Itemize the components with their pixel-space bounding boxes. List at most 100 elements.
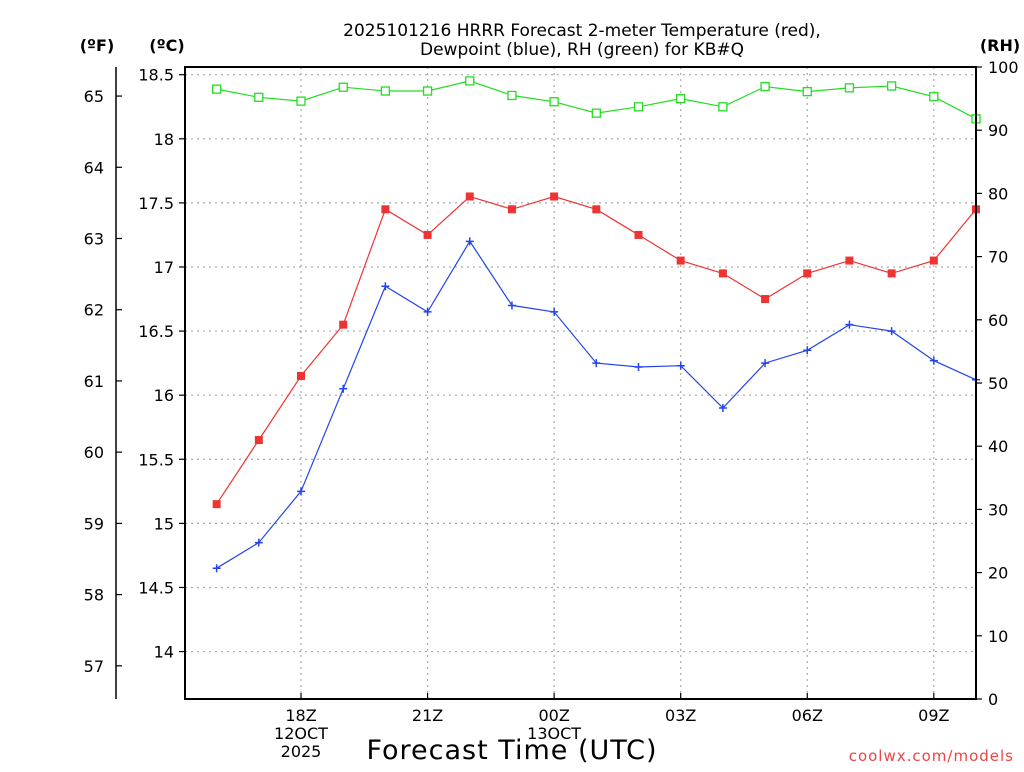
rh-unit-label: (RH) <box>980 36 1020 55</box>
fahrenheit-tick-label: 62 <box>84 301 104 320</box>
temperature-point <box>507 205 516 214</box>
temperature-point <box>929 256 938 265</box>
fahrenheit-unit-label: (ºF) <box>80 36 115 55</box>
dewpoint-point <box>254 538 263 547</box>
rh-point <box>591 108 601 118</box>
temperature-point <box>887 269 896 278</box>
fahrenheit-tick-label: 58 <box>84 586 104 605</box>
temperature-point <box>423 230 432 239</box>
rh-tick-label: 70 <box>988 248 1008 267</box>
rh-tick-label: 90 <box>988 121 1008 140</box>
x-tick-label: 12OCT <box>274 724 328 743</box>
rh-tick-label: 40 <box>988 437 1008 456</box>
x-tick-label: 21Z <box>412 706 443 725</box>
rh-tick-label: 100 <box>988 58 1019 77</box>
celsius-tick-label: 15 <box>154 514 174 533</box>
dewpoint-point <box>550 307 559 316</box>
celsius-tick-label: 14 <box>154 643 174 662</box>
dewpoint-point <box>592 359 601 368</box>
celsius-tick-label: 16.5 <box>138 322 174 341</box>
celsius-tick-label: 16 <box>154 386 174 405</box>
celsius-tick-label: 17 <box>154 258 174 277</box>
x-tick-label: 18Z <box>285 706 316 725</box>
temperature-point <box>845 256 854 265</box>
rh-tick-label: 60 <box>988 311 1008 330</box>
temperature-point <box>381 205 390 214</box>
rh-point <box>633 102 644 112</box>
rh-point <box>549 97 559 107</box>
temperature-series-line <box>216 195 977 505</box>
rh-point <box>211 84 222 94</box>
x-tick-label: 09Z <box>918 706 949 725</box>
temperature-point <box>297 371 306 380</box>
x-tick-label: 13OCT <box>527 724 581 743</box>
dewpoint-point <box>507 301 516 310</box>
rh-tick-label: 50 <box>988 374 1008 393</box>
fahrenheit-tick-label: 63 <box>84 229 104 248</box>
rh-tick-label: 20 <box>988 564 1008 583</box>
dewpoint-point <box>381 282 390 291</box>
rh-point <box>929 92 939 102</box>
fahrenheit-tick-label: 59 <box>84 514 104 533</box>
dewpoint-point <box>718 403 727 412</box>
fahrenheit-tick-label: 57 <box>84 657 104 676</box>
dewpoint-point <box>676 361 685 370</box>
celsius-unit-label: (ºC) <box>149 36 184 55</box>
x-tick-label: 00Z <box>538 706 569 725</box>
rh-point <box>296 96 306 106</box>
rh-tick-label: 0 <box>988 690 998 709</box>
temperature-point <box>339 320 348 329</box>
rh-point <box>760 81 770 92</box>
celsius-tick-label: 14.5 <box>138 578 174 597</box>
celsius-tick-label: 18 <box>154 130 174 149</box>
x-tick-label: 2025 <box>281 742 322 761</box>
rh-point <box>254 92 264 102</box>
plot-frame <box>184 66 977 700</box>
rh-point <box>465 76 475 86</box>
rh-tick-label: 10 <box>988 627 1008 646</box>
temperature-point <box>254 436 263 445</box>
temperature-point <box>718 269 727 278</box>
dewpoint-point <box>297 487 306 496</box>
rh-point <box>380 86 391 96</box>
rh-tick-label: 80 <box>988 184 1008 203</box>
dewpoint-point <box>887 327 896 336</box>
fahrenheit-tick-label: 61 <box>84 372 104 391</box>
dewpoint-point <box>465 237 474 246</box>
temperature-point <box>803 269 812 278</box>
celsius-tick-label: 18.5 <box>138 66 174 85</box>
fahrenheit-tick-label: 65 <box>84 87 104 106</box>
dewpoint-point <box>803 346 812 355</box>
fahrenheit-tick-label: 60 <box>84 443 104 462</box>
temperature-point <box>676 256 685 265</box>
rh-point <box>802 86 812 97</box>
x-tick-label: 06Z <box>792 706 823 725</box>
dewpoint-point <box>634 362 643 371</box>
celsius-tick-label: 15.5 <box>138 450 174 469</box>
temperature-point <box>592 205 601 214</box>
chart-title-line2: Dewpoint (blue), RH (green) for KB#Q <box>420 40 744 60</box>
rh-point <box>338 82 348 92</box>
watermark-label: coolwx.com/models <box>849 747 1014 765</box>
rh-point <box>676 93 686 104</box>
dewpoint-point <box>423 307 432 316</box>
chart-title-line1: 2025101216 HRRR Forecast 2-meter Tempera… <box>343 21 821 41</box>
rh-point <box>886 81 897 91</box>
dewpoint-point <box>212 564 221 573</box>
rh-point <box>718 102 728 112</box>
dewpoint-point <box>761 359 770 368</box>
temperature-point <box>761 295 770 304</box>
dewpoint-series-line <box>216 240 977 569</box>
dewpoint-point <box>929 356 938 365</box>
dewpoint-point <box>339 384 348 393</box>
rh-tick-label: 30 <box>988 500 1008 519</box>
rh-point <box>422 86 433 96</box>
fahrenheit-tick-label: 64 <box>84 158 104 177</box>
x-tick-label: 03Z <box>665 706 696 725</box>
temperature-point <box>550 192 559 201</box>
dewpoint-point <box>845 320 854 329</box>
temperature-point <box>212 500 221 509</box>
temperature-point <box>465 192 474 201</box>
